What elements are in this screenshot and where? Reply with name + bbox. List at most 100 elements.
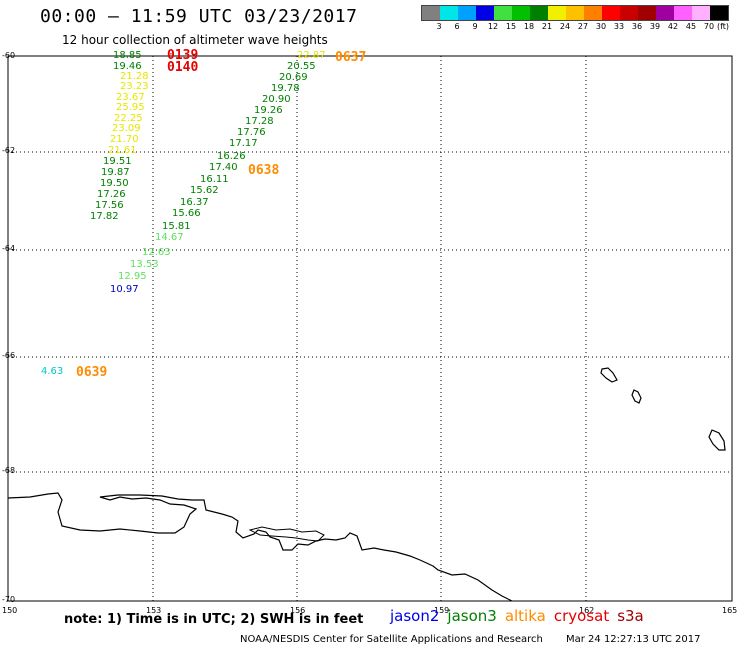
wave-height-label: 17.56 [95,200,124,211]
legend-swatch [422,6,440,20]
wave-height-label: 21.61 [108,145,137,156]
legend-swatch [440,6,458,20]
wave-height-label: 10.97 [110,284,139,295]
legend-label: 12 [487,22,499,31]
legend-label: 42 [667,22,679,31]
pass-time-label: 0637 [335,50,367,65]
chart-title: 00:00 – 11:59 UTC 03/23/2017 [40,6,358,27]
lat-label: -66 [2,351,16,360]
legend-swatch [584,6,602,20]
legend-swatch [476,6,494,20]
legend-swatch [548,6,566,20]
credit-line: NOAA/NESDIS Center for Satellite Applica… [240,634,543,645]
legend-swatch [692,6,710,20]
lon-label: 150 [2,606,18,615]
wave-height-label: 4.63 [41,366,64,377]
wave-height-label: 23.09 [112,123,141,134]
pass-time-label: 0638 [248,163,280,178]
wave-height-label: 17.82 [90,211,119,222]
legend-swatch [638,6,656,20]
generated-timestamp: Mar 24 12:27:13 UTC 2017 [566,634,701,645]
lon-label: 162 [579,606,595,615]
legend-swatch [602,6,620,20]
satellite-name: jason3 [447,607,497,625]
legend-label: 18 [523,22,535,31]
wave-height-label: 17.28 [245,116,274,127]
wave-height-label: 19.26 [254,105,283,116]
lon-label: 159 [434,606,450,615]
island-3 [708,429,726,451]
wave-height-label: 23.23 [120,81,149,92]
wave-height-label: 17.26 [97,189,126,200]
wave-height-label: 19.46 [113,61,142,72]
wave-height-label: 13.53 [130,259,159,270]
legend-swatch [494,6,512,20]
lat-label: -62 [2,146,16,155]
wave-height-label: 12.95 [118,271,147,282]
satellite-legend: jason2 jason3 altika cryosat s3a [390,607,652,625]
legend-label: 15 [505,22,517,31]
legend-label: 70 [703,22,715,31]
satellite-name: altika [504,607,546,625]
satellite-name: cryosat [553,607,610,625]
wave-height-label: 17.76 [237,127,266,138]
wave-height-label: 20.90 [262,94,291,105]
wave-height-label: 20.69 [279,72,308,83]
wave-height-label: 19.78 [271,83,300,94]
wave-height-label: 19.50 [100,178,129,189]
island-outline [248,526,325,542]
wave-height-label: 16.26 [217,151,246,162]
wave-height-label: 21.28 [120,71,149,82]
legend-label: 45 [685,22,697,31]
legend-label: 30 [595,22,607,31]
lon-label: 165 [722,606,738,615]
wave-height-label: 21.70 [110,134,139,145]
wave-height-label: 17.17 [229,138,258,149]
wave-height-label: 19.51 [103,156,132,167]
legend-swatch [674,6,692,20]
wave-height-label: 15.66 [172,208,201,219]
wave-height-label: 23.67 [116,92,145,103]
lat-label: -64 [2,244,16,253]
pass-time-label: 0140 [167,60,199,75]
wave-height-label: 20.55 [287,61,316,72]
grid-lines [8,56,732,601]
wave-height-label: 15.62 [190,185,219,196]
satellite-name: s3a [617,607,644,625]
lat-label: -68 [2,466,16,475]
legend-label: 39 [649,22,661,31]
legend-swatch [620,6,638,20]
map-frame [7,55,733,602]
lat-label: -70 [2,595,16,604]
chart-subtitle: 12 hour collection of altimeter wave hei… [62,33,328,47]
wave-height-label: 16.37 [180,197,209,208]
legend-label: 9 [472,22,478,31]
pass-time-label: 0139 [167,48,199,63]
legend-label: 27 [577,22,589,31]
legend-label: 24 [559,22,571,31]
wave-height-label: 14.67 [155,232,184,243]
legend-label: 6 [454,22,460,31]
legend-swatch [512,6,530,20]
lon-label: 153 [146,606,162,615]
coastline [7,492,513,602]
wave-height-label: 22.25 [114,113,143,124]
legend-swatch [530,6,548,20]
wave-height-label: 12.63 [142,247,171,258]
island-1 [600,367,618,383]
legend-label: 3 [436,22,442,31]
wave-height-label: 18.85 [113,50,142,61]
wave-height-label: 15.81 [162,221,191,232]
legend-swatch [710,6,728,20]
island-2 [631,389,642,404]
legend-swatch [458,6,476,20]
wave-height-label: 16.11 [200,174,229,185]
legend-swatch [656,6,674,20]
lon-label: 156 [290,606,306,615]
legend-swatch [566,6,584,20]
footnote: note: 1) Time is in UTC; 2) SWH is in fe… [64,612,364,627]
wave-height-label: 22.87 [297,50,326,61]
legend-label: 33 [613,22,625,31]
wave-height-label: 17.40 [209,162,238,173]
